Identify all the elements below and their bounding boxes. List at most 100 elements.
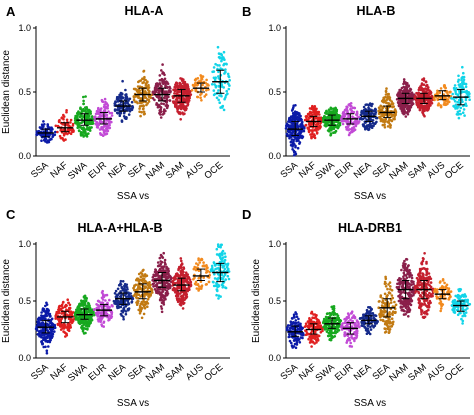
data-point [366,124,370,128]
y-tick-label: 0.5 [268,296,281,306]
data-point [299,124,303,127]
data-point [369,103,372,106]
data-point [94,115,97,118]
data-point [59,307,63,311]
data-point [105,312,109,316]
data-point [167,287,170,291]
data-point [158,276,161,279]
data-point [90,310,94,314]
data-point [164,104,168,107]
y-tick-label: 0.0 [18,353,31,363]
data-point [300,121,304,125]
data-point [129,292,132,295]
data-point [301,334,304,337]
data-point [86,320,90,324]
data-point [304,324,308,328]
data-point [301,336,304,340]
data-point [464,85,468,89]
data-point [77,321,81,325]
data-point [196,95,199,99]
data-point [126,288,129,291]
data-point [384,89,388,93]
data-point [182,107,186,110]
data-point [216,64,219,67]
data-point [84,324,88,328]
data-point [186,289,189,293]
data-point [150,287,153,291]
data-point [461,65,464,69]
data-point [347,114,350,117]
data-point [89,317,93,320]
data-point [176,110,179,113]
data-point [124,88,127,92]
data-point [74,120,78,124]
data-point [224,96,227,99]
data-point [454,89,457,92]
data-point [381,118,385,121]
swarm-sea [377,87,398,129]
data-point [194,89,198,93]
data-point [138,89,141,92]
data-point [126,303,130,306]
data-point [90,126,93,129]
data-point [38,133,42,136]
data-point [291,111,295,115]
data-point [166,104,170,108]
data-point [377,109,380,113]
data-point [306,112,310,116]
data-point [458,90,461,94]
data-point [164,262,167,266]
data-point [358,325,361,329]
data-point [87,302,91,306]
data-point [88,126,91,130]
data-point [200,77,204,81]
data-point [464,82,468,86]
data-point [146,287,150,290]
data-point [110,310,113,313]
data-point [316,122,319,126]
data-point [162,272,165,276]
swarm-nam [151,251,173,314]
data-point [166,269,169,272]
data-point [468,98,471,101]
data-point [177,105,180,108]
data-point [205,266,209,269]
data-point [203,95,206,98]
data-point [202,276,205,279]
data-point [217,89,220,92]
data-point [109,316,113,320]
data-point [159,110,163,114]
data-point [213,277,217,280]
data-point [371,312,375,315]
data-point [295,111,299,115]
data-point [46,139,50,142]
data-point [314,113,318,116]
data-point [224,68,227,71]
data-point [106,301,109,305]
data-point [445,90,449,93]
data-point [322,117,325,120]
data-point [139,271,143,275]
data-point [69,121,72,124]
swarm-sea [132,268,154,320]
swarm-naf [303,310,324,348]
data-point [60,303,64,307]
data-point [71,321,74,324]
data-point [290,341,293,345]
chart-title: HLA-DRB1 [338,221,402,235]
data-point [193,266,197,269]
data-point [127,307,131,310]
x-tick-label: EUR [86,362,109,383]
data-point [329,107,333,110]
data-point [71,130,74,133]
data-point [346,111,349,114]
data-point [347,320,350,323]
data-point [401,104,404,107]
data-point [420,88,424,92]
data-point [98,112,101,116]
data-point [323,114,326,118]
data-point [174,104,178,107]
data-point [359,113,363,117]
data-point [310,310,314,314]
x-tick-label: AUS [425,160,447,181]
